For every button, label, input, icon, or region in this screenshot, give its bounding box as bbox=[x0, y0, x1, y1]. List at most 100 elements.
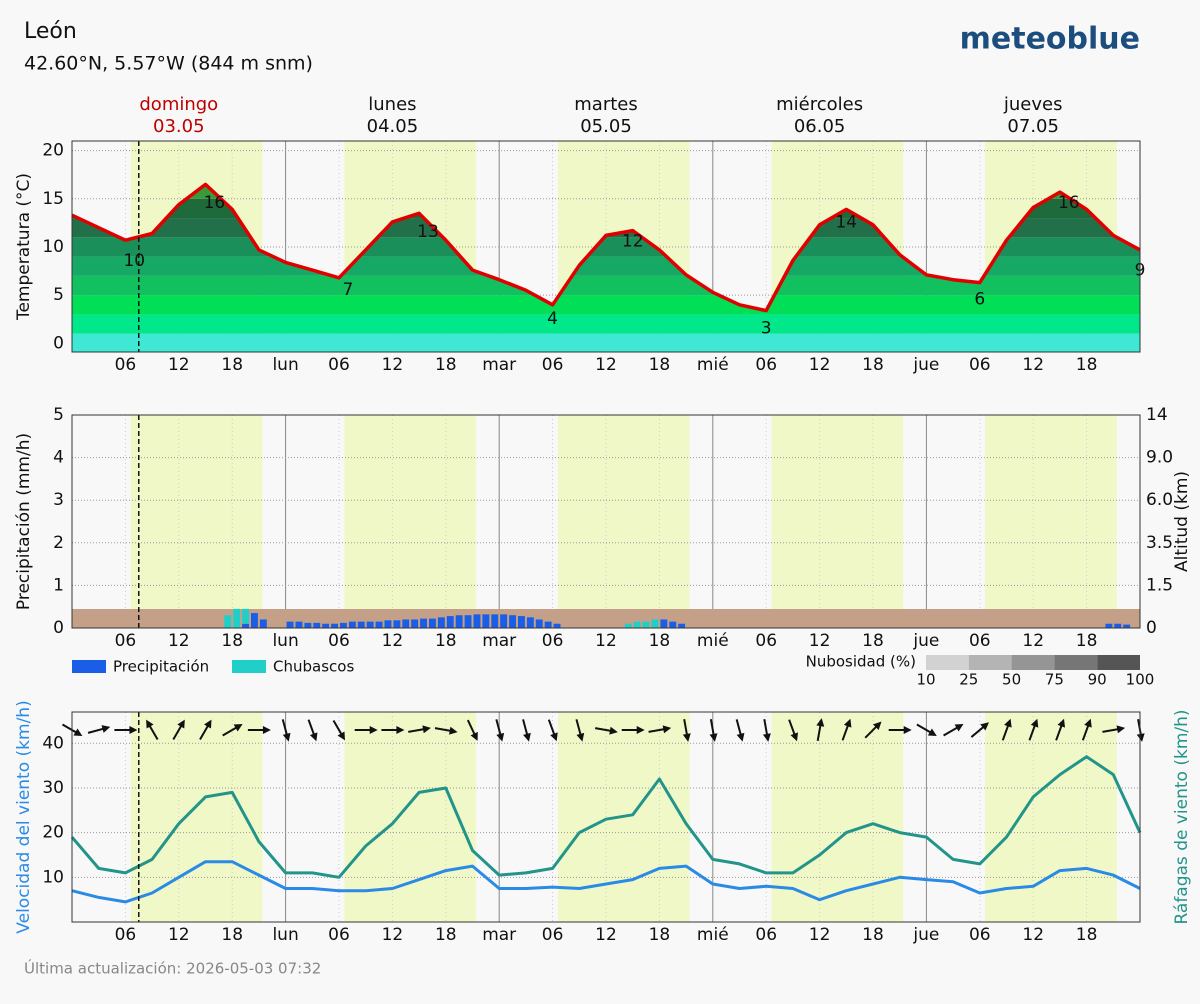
wind-arrow bbox=[735, 719, 745, 742]
x-tick-label: 06 bbox=[542, 925, 564, 945]
wind-arrow bbox=[222, 724, 243, 737]
y-tick-label: 20 bbox=[42, 823, 64, 843]
location-subtitle: 42.60°N, 5.57°W (844 m snm) bbox=[24, 53, 313, 75]
wind-arrow bbox=[381, 726, 405, 734]
wind-arrow-head bbox=[843, 718, 852, 728]
wind-arrow-head bbox=[262, 726, 271, 734]
temperature-band bbox=[72, 295, 1140, 315]
precip-bar bbox=[455, 615, 463, 628]
x-tick-label: 12 bbox=[1022, 631, 1044, 651]
cloud-legend-label: 90 bbox=[1088, 671, 1107, 689]
x-tick-label: 06 bbox=[755, 631, 777, 651]
x-tick-label: 06 bbox=[542, 631, 564, 651]
wind-arrow-head bbox=[736, 732, 745, 742]
x-tick-label: 18 bbox=[649, 925, 671, 945]
precip-bar bbox=[446, 616, 454, 628]
wind-arrow bbox=[61, 723, 83, 736]
y-axis-label: Temperatura (°C) bbox=[14, 173, 34, 321]
daylight-band bbox=[771, 415, 904, 628]
series-line bbox=[70, 755, 1142, 879]
x-tick-label: 18 bbox=[221, 631, 243, 651]
temperature-extreme: 16 bbox=[1058, 193, 1080, 213]
precip-bar bbox=[402, 619, 410, 628]
x-tick-label: 06 bbox=[542, 355, 564, 375]
wind-arrow bbox=[408, 725, 431, 734]
cloud-legend-label: 10 bbox=[916, 671, 935, 689]
wind-arrow bbox=[594, 726, 618, 735]
x-tick-label: jue bbox=[912, 925, 939, 945]
wind-arrow bbox=[466, 719, 478, 741]
cloud-legend-swatch bbox=[1011, 655, 1055, 670]
precip-bar bbox=[357, 621, 365, 628]
precip-bar bbox=[660, 619, 668, 628]
precip-bar bbox=[242, 623, 249, 628]
y-tick-label: 1 bbox=[53, 575, 64, 595]
wind-arrow-head bbox=[369, 726, 378, 734]
precip-bar bbox=[482, 614, 490, 628]
daylight-band bbox=[771, 712, 904, 922]
x-tick-label: 12 bbox=[809, 925, 831, 945]
wind-arrow-head bbox=[927, 728, 937, 736]
series-line bbox=[71, 860, 1141, 904]
x-tick-label: lun bbox=[272, 355, 298, 375]
plot-frame bbox=[71, 140, 1141, 353]
x-tick-label: mié bbox=[697, 355, 729, 375]
daylight-band bbox=[344, 415, 477, 628]
x-tick-label: 18 bbox=[862, 925, 884, 945]
x-tick-label: mié bbox=[697, 925, 729, 945]
temperature-extreme: 4 bbox=[547, 309, 558, 329]
x-tick-label: 06 bbox=[115, 355, 137, 375]
wind-arrow-head bbox=[309, 732, 318, 742]
precip-bar bbox=[384, 620, 392, 628]
x-tick-label: 06 bbox=[755, 355, 777, 375]
x-tick-label: 12 bbox=[809, 355, 831, 375]
wind-arrow bbox=[816, 718, 825, 742]
precip-bar bbox=[437, 617, 445, 628]
cloud-legend-title: Nubosidad (%) bbox=[806, 653, 916, 671]
wind-arrow bbox=[1055, 718, 1066, 741]
precip-bar bbox=[473, 614, 481, 628]
precip-bar bbox=[304, 622, 312, 628]
x-tick-label: 12 bbox=[168, 925, 190, 945]
wind-arrow bbox=[354, 726, 378, 734]
wind-arrow-head bbox=[337, 731, 345, 741]
wind-arrow-head bbox=[1136, 733, 1145, 742]
wind-arrow-head bbox=[470, 731, 478, 741]
x-tick-label: 18 bbox=[435, 631, 457, 651]
wind-arrow-head bbox=[177, 719, 185, 729]
wind-arrow bbox=[332, 719, 345, 741]
wind-arrow bbox=[888, 726, 912, 734]
precip-bar bbox=[1123, 624, 1131, 628]
cloud-legend-label: 25 bbox=[959, 671, 978, 689]
legend-label: Precipitación bbox=[113, 658, 209, 676]
legend-label: Chubascos bbox=[273, 658, 354, 676]
precip-bar bbox=[1105, 623, 1113, 628]
wind-arrow bbox=[762, 718, 771, 742]
wind-arrow bbox=[621, 726, 645, 734]
wind-arrow-head bbox=[282, 732, 291, 742]
wind-arrow bbox=[575, 719, 585, 742]
cloud-legend-swatch bbox=[1054, 655, 1098, 670]
x-tick-label: 18 bbox=[221, 925, 243, 945]
wind-arrow-head bbox=[609, 726, 618, 735]
y-tick-label: 20 bbox=[42, 141, 64, 161]
precip-bar bbox=[544, 621, 552, 628]
wind-arrow bbox=[146, 719, 159, 741]
x-tick-label: 12 bbox=[382, 631, 404, 651]
cloud-legend-label: 100 bbox=[1126, 671, 1155, 689]
wind-arrow-head bbox=[709, 733, 718, 742]
precip-bar bbox=[233, 608, 241, 628]
wind-arrow bbox=[522, 719, 531, 742]
x-tick-label: 06 bbox=[115, 925, 137, 945]
daylight-band bbox=[985, 415, 1117, 628]
wind-arrow-head bbox=[790, 732, 799, 742]
x-tick-label: 06 bbox=[115, 631, 137, 651]
wind-arrow bbox=[172, 719, 185, 741]
y-tick-label: 10 bbox=[42, 867, 64, 887]
wind-arrow-head bbox=[1084, 718, 1092, 728]
wind-arrow-head bbox=[129, 726, 138, 734]
precip-bar bbox=[500, 614, 508, 628]
x-tick-label: 12 bbox=[595, 355, 617, 375]
temperature-extreme: 16 bbox=[204, 193, 226, 213]
